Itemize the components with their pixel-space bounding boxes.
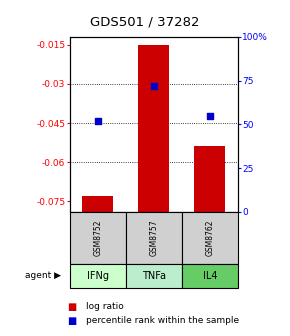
Bar <box>82 196 113 212</box>
Text: log ratio: log ratio <box>86 302 123 311</box>
Text: ■: ■ <box>67 316 76 326</box>
Text: IFNg: IFNg <box>87 271 109 281</box>
Point <box>151 83 156 89</box>
Point <box>207 113 212 118</box>
Text: IL4: IL4 <box>202 271 217 281</box>
Text: GDS501 / 37282: GDS501 / 37282 <box>90 15 200 28</box>
Text: percentile rank within the sample: percentile rank within the sample <box>86 316 239 325</box>
Text: GSM8752: GSM8752 <box>93 219 102 256</box>
Bar <box>138 45 169 212</box>
Point <box>95 118 100 124</box>
Text: ■: ■ <box>67 302 76 312</box>
Text: agent ▶: agent ▶ <box>25 271 61 280</box>
Text: GSM8762: GSM8762 <box>205 219 214 256</box>
Text: GSM8757: GSM8757 <box>149 219 158 256</box>
Bar <box>194 146 225 212</box>
Text: TNFa: TNFa <box>142 271 166 281</box>
